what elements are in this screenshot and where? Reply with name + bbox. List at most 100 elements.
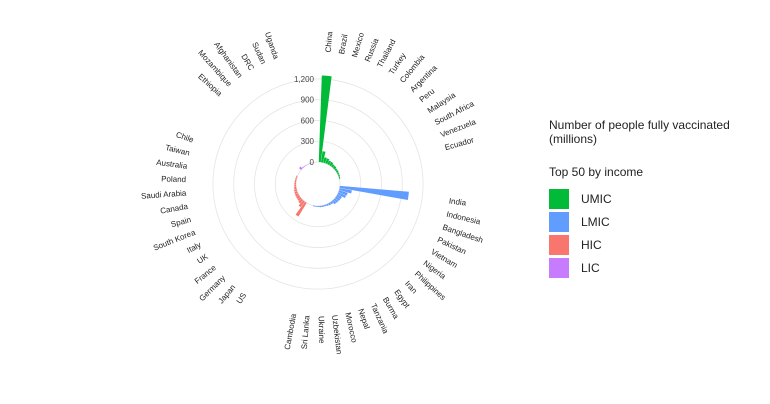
category-label: China	[324, 31, 335, 53]
category-label: Italy	[185, 240, 202, 255]
category-label: Morocco	[343, 312, 359, 344]
bar-lmic	[338, 190, 348, 196]
radial-tick-label: 0	[310, 158, 315, 167]
legend-label: LIC	[581, 260, 600, 275]
bar-hic	[294, 179, 297, 183]
legend: Number of people fully vaccinated (milli…	[549, 118, 749, 279]
bar-umic	[338, 174, 341, 177]
bar-hic	[293, 188, 298, 192]
bar-lic	[302, 166, 305, 169]
bar-umic	[334, 168, 338, 171]
category-label: Mexico	[350, 31, 366, 58]
bar-umic	[325, 158, 330, 165]
bar-lmic	[339, 188, 352, 194]
bar-hic	[294, 191, 298, 195]
gridline-circle	[212, 78, 424, 290]
category-label: Iran	[403, 279, 419, 295]
category-label: Chile	[175, 130, 196, 145]
bar-lmic	[339, 185, 409, 201]
bar-umic	[329, 161, 334, 167]
category-label: US	[235, 291, 249, 305]
bar-umic	[337, 172, 340, 175]
legend-label: UMIC	[581, 191, 612, 206]
bar-lmic	[330, 201, 334, 205]
bars	[293, 75, 409, 217]
legend-swatch-lmic	[549, 211, 569, 232]
bar-lmic	[337, 192, 347, 199]
bar-hic	[294, 184, 297, 187]
category-label: Australia	[156, 158, 189, 171]
radial-tick-label: 1,200	[294, 75, 315, 84]
bar-hic	[295, 177, 297, 180]
bar-lmic	[328, 202, 332, 206]
bar-lmic	[324, 204, 327, 207]
bar-lmic	[336, 194, 342, 199]
category-label: Poland	[161, 174, 186, 184]
bar-umic	[327, 160, 332, 166]
category-label: Ukraine	[317, 316, 327, 344]
category-label: Ecuador	[444, 135, 475, 152]
category-label: Sri Lanka	[300, 315, 312, 350]
bar-lmic	[333, 198, 339, 203]
category-label: Canada	[160, 202, 190, 216]
bar-lmic	[319, 205, 322, 208]
category-label: Uzbekistan	[330, 314, 344, 354]
legend-swatch-lic	[549, 257, 569, 278]
bar-lic	[305, 164, 308, 166]
bar-lic	[307, 163, 310, 165]
bar-hic	[295, 175, 298, 178]
bar-hic	[294, 186, 297, 190]
legend-swatch-hic	[549, 234, 569, 255]
bar-umic	[331, 164, 335, 168]
radial-tick-label: 900	[301, 96, 315, 105]
legend-label: HIC	[581, 237, 602, 252]
bar-umic	[335, 170, 339, 173]
legend-subtitle: Top 50 by income	[549, 165, 644, 179]
bar-lic	[303, 165, 306, 167]
legend-swatch-umic	[549, 188, 569, 209]
bar-hic	[295, 201, 307, 217]
bar-hic	[297, 197, 302, 201]
bar-lmic	[331, 199, 337, 205]
bar-umic	[338, 176, 341, 180]
bar-hic	[296, 195, 301, 199]
bar-lmic	[326, 203, 329, 207]
category-label: UK	[195, 252, 210, 266]
bar-umic	[323, 157, 327, 164]
category-label: Brazil	[337, 33, 350, 55]
radial-tick-labels: 0 300 600 900 1,200	[294, 75, 315, 167]
category-label: Nepal	[356, 308, 371, 331]
legend-label: LMIC	[581, 214, 610, 229]
legend-item-hic: HIC	[549, 233, 749, 256]
category-label: Taiwan	[164, 143, 190, 157]
radial-tick-label: 600	[301, 116, 315, 125]
legend-item-umic: UMIC	[549, 187, 749, 210]
bar-lmic	[312, 205, 316, 207]
gridline-circle	[274, 140, 362, 228]
bar-lmic	[315, 205, 318, 207]
category-label: Cambodia	[283, 312, 299, 350]
gridline-circle	[233, 99, 403, 269]
bar-umic	[318, 75, 332, 163]
gridline-circle	[295, 161, 341, 207]
bar-lic	[309, 162, 312, 164]
bar-hic	[298, 198, 304, 204]
bar-hic	[294, 182, 297, 185]
bar-lic	[298, 166, 303, 170]
category-label: Spain	[170, 215, 192, 229]
bar-hic	[298, 200, 305, 208]
category-label: India	[448, 196, 467, 207]
bar-hic	[294, 193, 299, 197]
legend-title: Number of people fully vaccinated (milli…	[549, 118, 730, 146]
legend-item-lmic: LMIC	[549, 210, 749, 233]
radial-tick-label: 300	[301, 137, 315, 146]
category-label: Saudi Arabia	[141, 189, 187, 201]
bar-lmic	[317, 205, 320, 208]
radial-gridlines	[212, 78, 424, 290]
bar-lmic	[321, 205, 325, 208]
bar-umic	[320, 151, 326, 163]
bar-lmic	[335, 196, 341, 201]
bar-umic	[332, 165, 337, 170]
gridline-circle	[254, 120, 382, 248]
